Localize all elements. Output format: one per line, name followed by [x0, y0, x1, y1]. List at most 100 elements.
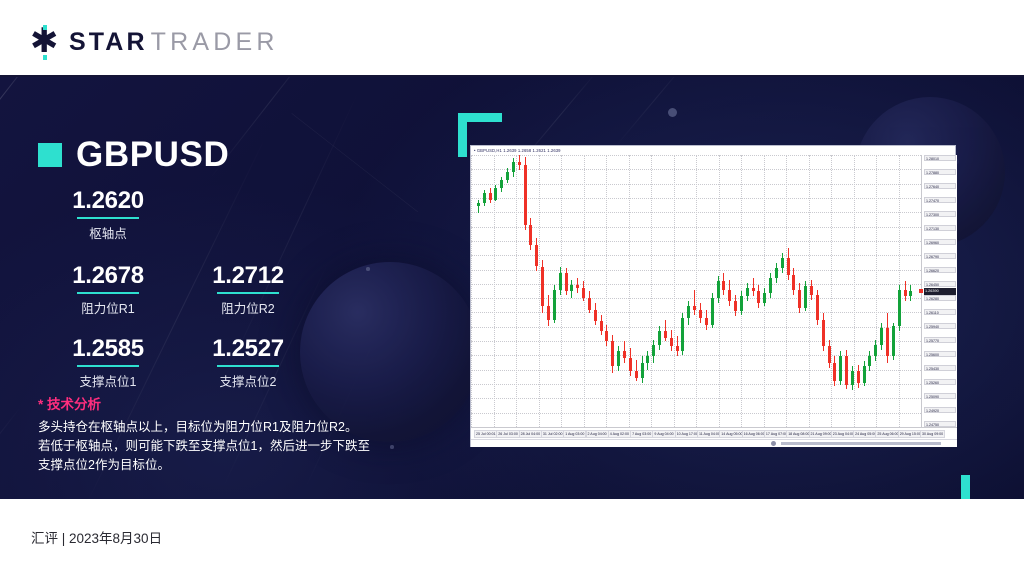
- price-axis-tick: 1.25940: [924, 323, 956, 329]
- price-axis-tick: 1.26280: [924, 295, 956, 301]
- candlestick: [476, 155, 480, 427]
- level-support-1: 1.2585 支撑点位1: [38, 335, 178, 390]
- candlestick: [576, 155, 580, 427]
- price-axis-tick: 1.24920: [924, 407, 956, 413]
- candlestick: [757, 155, 761, 427]
- brand-wordmark: STAR TRADER: [69, 28, 279, 57]
- grid-line-vertical: [808, 155, 810, 427]
- grid-line-vertical: [853, 155, 855, 427]
- grid-line-horizontal: [471, 269, 921, 271]
- grid-line-vertical: [696, 155, 697, 427]
- level-value: 1.2678: [72, 262, 144, 289]
- decor-dot: [668, 108, 677, 117]
- candlestick: [663, 155, 667, 427]
- candlestick: [845, 155, 848, 427]
- candlestick: [622, 155, 626, 427]
- candlestick: [587, 155, 591, 427]
- time-axis-tick: 28 Jul 04:00: [518, 430, 543, 438]
- candlestick: [885, 155, 889, 427]
- grid-line-horizontal: [471, 312, 921, 314]
- candlestick: [564, 155, 568, 427]
- time-axis[interactable]: 25 Jul 00:01 26 Jul 03:00 28 Jul 04:00 31 J…: [471, 427, 957, 439]
- grid-line-vertical: [763, 155, 765, 427]
- candlestick: [669, 155, 673, 427]
- grid-line-vertical: [651, 155, 652, 427]
- price-axis-tick: 1.26790: [924, 253, 956, 259]
- level-underline: [217, 365, 279, 367]
- price-axis-tick: 1.25600: [924, 351, 956, 357]
- time-axis-tick: 2 Aug 04:00: [585, 430, 609, 438]
- candlestick: [897, 155, 901, 427]
- grid-line-horizontal: [471, 169, 921, 171]
- candlestick: [815, 155, 819, 427]
- candlestick: [687, 155, 691, 427]
- candlestick: [798, 155, 802, 427]
- candlestick: [751, 155, 755, 427]
- pivot-levels: 1.2620 枢轴点 1.2678 阻力位R1 1.2712 阻力位R2: [38, 187, 398, 390]
- grid-line-vertical: [741, 155, 742, 427]
- chart-horizontal-scrollbar[interactable]: [471, 439, 957, 447]
- time-axis-tick: 1 Aug 03:00: [563, 430, 587, 438]
- chart-header-label: • GBPUSD,H1 1.2639 1.2658 1.2621 1.2639: [474, 148, 561, 153]
- price-axis[interactable]: 1.28010 1.27880 1.27640 1.27470 1.27300 1.271…: [919, 155, 957, 427]
- main-stage: GBPUSD 1.2620 枢轴点 1.2678 阻力位R1 1.2712: [0, 77, 1024, 499]
- candlestick: [494, 155, 498, 427]
- candlestick: [681, 155, 685, 427]
- header-divider: [0, 75, 1024, 77]
- candlestick: [862, 155, 866, 427]
- grid-line-horizontal: [471, 412, 921, 414]
- analysis-heading: * 技术分析: [38, 397, 102, 412]
- candlestick: [617, 155, 621, 427]
- price-axis-tick: 1.26110: [924, 309, 956, 315]
- candlestick: [506, 155, 510, 427]
- grid-line-horizontal: [471, 341, 921, 343]
- candlestick: [704, 155, 708, 427]
- candlestick: [693, 155, 697, 427]
- candlestick: [611, 155, 615, 427]
- candlestick: [792, 155, 796, 427]
- candlestick: [722, 155, 726, 427]
- current-price-marker-icon: [919, 288, 923, 293]
- candlestick: [599, 155, 603, 427]
- price-axis-tick: 1.27640: [924, 183, 956, 189]
- scrollbar-knob-icon[interactable]: [771, 441, 776, 446]
- candlestick: [558, 155, 562, 427]
- grid-line-horizontal: [471, 355, 921, 357]
- candlestick: [675, 155, 679, 427]
- candlestick: [658, 155, 661, 427]
- decor-streak: [0, 77, 42, 167]
- brand-logo[interactable]: ✱ STAR TRADER: [30, 24, 279, 60]
- level-underline: [77, 365, 139, 367]
- candlestick: [810, 155, 813, 427]
- trading-chart-window[interactable]: • GBPUSD,H1 1.2639 1.2658 1.2621 1.2639 …: [470, 145, 957, 447]
- price-axis-tick: 1.26960: [924, 239, 956, 245]
- grid-line-vertical: [876, 155, 877, 427]
- level-label: 阻力位R2: [221, 302, 275, 316]
- candlestick: [839, 155, 843, 427]
- candlestick: [482, 155, 486, 427]
- price-axis-tick: 1.27470: [924, 197, 956, 203]
- brand-name-bold: STAR: [69, 27, 148, 56]
- brand-name-light: TRADER: [150, 27, 279, 56]
- candlestick: [821, 155, 825, 427]
- candlestick: [786, 155, 790, 427]
- candlestick: [739, 155, 743, 427]
- candlestick: [769, 155, 773, 427]
- technical-analysis: * 技术分析 多头持仓在枢轴点以上，目标位为阻力位R1及阻力位R2。 若低于枢轴…: [38, 393, 418, 475]
- level-pivot: 1.2620 枢轴点: [38, 187, 178, 242]
- level-resistance-1: 1.2678 阻力位R1: [38, 262, 178, 317]
- analysis-line: 若低于枢轴点，则可能下跌至支撑点位1，然后进一步下跌至: [38, 439, 370, 453]
- level-value: 1.2585: [72, 335, 144, 362]
- level-label: 枢轴点: [89, 227, 127, 241]
- grid-line-vertical: [561, 155, 562, 427]
- teal-square-marker-icon: [38, 143, 62, 167]
- price-axis-tick: 1.25260: [924, 379, 956, 385]
- analysis-line: 多头持仓在枢轴点以上，目标位为阻力位R1及阻力位R2。: [38, 420, 358, 434]
- candlestick: [850, 155, 854, 427]
- candlestick-plot[interactable]: [471, 155, 921, 427]
- scrollbar-thumb[interactable]: [781, 442, 941, 445]
- grid-line-horizontal: [471, 240, 921, 242]
- level-underline: [77, 217, 139, 219]
- grid-line-vertical: [786, 155, 787, 427]
- candlestick: [745, 155, 749, 427]
